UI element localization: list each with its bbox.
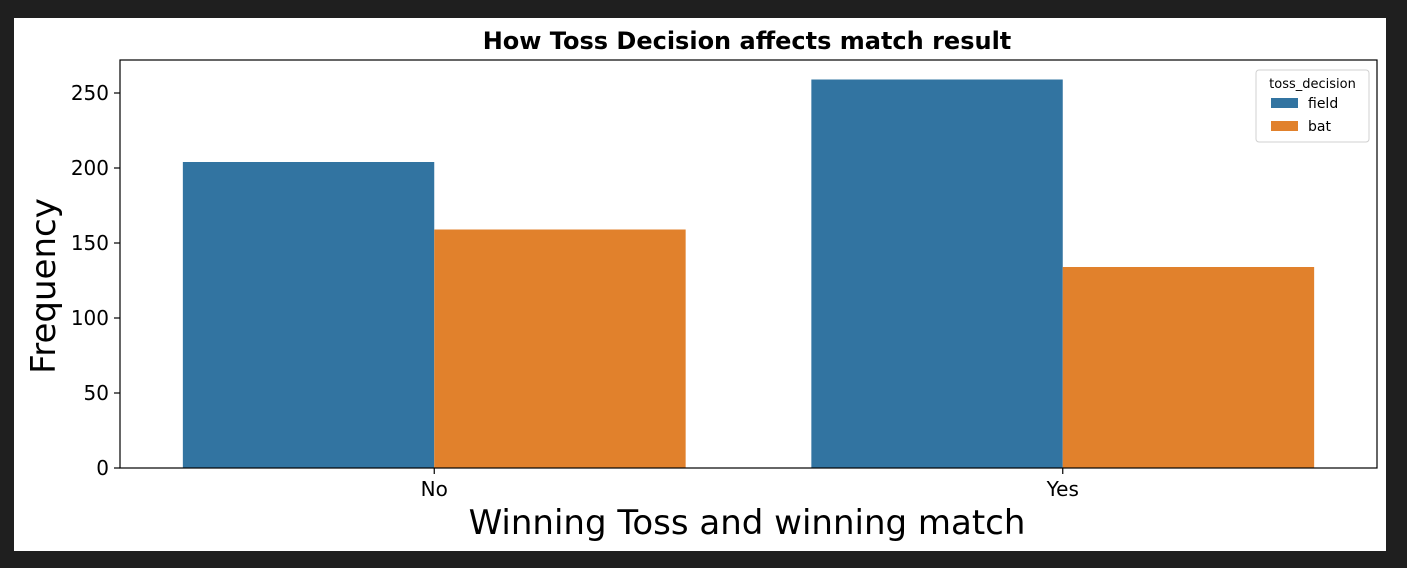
- legend-label-bat: bat: [1308, 119, 1331, 135]
- bar-bat-yes: [1062, 267, 1315, 468]
- plot-frame: [119, 59, 1378, 469]
- y-tick-label: 150: [71, 231, 109, 255]
- legend-title: toss_decision: [1269, 77, 1356, 92]
- x-axis-label: Winning Toss and winning match: [469, 503, 1026, 543]
- bar-field-yes: [811, 79, 1063, 468]
- bar-bat-no: [434, 229, 686, 468]
- plot-area: 0 50 100 150 200 250 No Yes: [71, 59, 1378, 501]
- legend-swatch-bat: [1271, 121, 1298, 131]
- chart-svg: How Toss Decision affects match result 0…: [24, 27, 1378, 543]
- y-tick-label: 200: [71, 156, 109, 180]
- x-tick-label-no: No: [421, 477, 448, 501]
- y-tick-label: 0: [96, 456, 109, 480]
- bar-field-no: [182, 162, 435, 468]
- chart-title: How Toss Decision affects match result: [483, 27, 1012, 55]
- legend-label-field: field: [1308, 96, 1338, 112]
- legend-swatch-field: [1271, 98, 1298, 108]
- chart-figure: How Toss Decision affects match result 0…: [14, 18, 1386, 551]
- x-tick-label-yes: Yes: [1046, 477, 1079, 501]
- y-tick-label: 50: [84, 381, 109, 405]
- window-bottom-strip: [0, 551, 1407, 568]
- y-axis-label: Frequency: [24, 198, 64, 374]
- y-tick-label: 250: [71, 81, 109, 105]
- y-tick-label: 100: [71, 306, 109, 330]
